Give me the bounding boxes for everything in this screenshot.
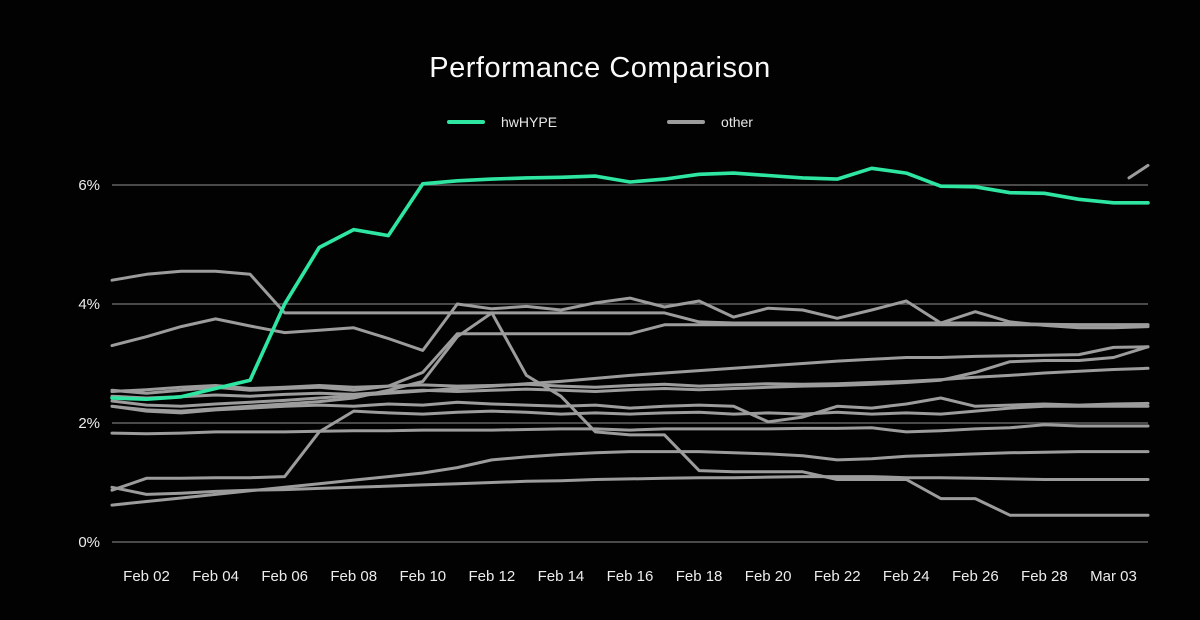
x-tick-label: Feb 22 bbox=[814, 568, 861, 585]
x-tick-label: Feb 10 bbox=[399, 568, 446, 585]
x-tick-label: Mar 03 bbox=[1090, 568, 1137, 585]
y-tick-label: 0% bbox=[78, 534, 100, 551]
x-tick-label: Feb 18 bbox=[676, 568, 723, 585]
chart-legend: hwHYPE other bbox=[0, 114, 1200, 130]
y-tick-label: 2% bbox=[78, 415, 100, 432]
legend-item-other[interactable]: other bbox=[667, 114, 753, 130]
series-line-other-late-stepper[interactable] bbox=[110, 345, 1150, 400]
x-tick-label: Feb 04 bbox=[192, 568, 239, 585]
x-tick-label: Feb 20 bbox=[745, 568, 792, 585]
legend-swatch-hwHYPE bbox=[447, 120, 486, 124]
x-tick-label: Feb 28 bbox=[1021, 568, 1068, 585]
x-tick-label: Feb 16 bbox=[607, 568, 654, 585]
series-line-other-slow-riser-15[interactable] bbox=[110, 450, 1150, 507]
x-tick-label: Feb 24 bbox=[883, 568, 930, 585]
legend-item-hwHYPE[interactable]: hwHYPE bbox=[447, 114, 557, 130]
series-line-hwHYPE[interactable] bbox=[110, 166, 1150, 402]
y-tick-label: 4% bbox=[78, 296, 100, 313]
series-line-other-early-jumper[interactable] bbox=[110, 404, 1150, 492]
x-tick-label: Feb 12 bbox=[469, 568, 516, 585]
legend-label: hwHYPE bbox=[501, 114, 558, 130]
series-line-other-collapser[interactable] bbox=[110, 269, 1150, 517]
series-line-other-wiggler-4pct[interactable] bbox=[110, 296, 1150, 352]
chart-title: Performance Comparison bbox=[429, 52, 771, 84]
series-line-other-riser-385[interactable] bbox=[110, 311, 1150, 413]
legend-label: other bbox=[721, 114, 753, 130]
x-tick-label: Feb 02 bbox=[123, 568, 170, 585]
x-tick-label: Feb 08 bbox=[330, 568, 377, 585]
series-line-other-wiggler-23[interactable] bbox=[110, 396, 1150, 424]
y-tick-label: 6% bbox=[78, 177, 100, 194]
series-line-other-step-350[interactable] bbox=[110, 323, 1150, 395]
x-tick-label: Feb 14 bbox=[538, 568, 585, 585]
x-tick-label: Feb 26 bbox=[952, 568, 999, 585]
series-line-other-flat-105[interactable] bbox=[110, 475, 1150, 496]
series-line-other-gentle-riser[interactable] bbox=[110, 366, 1150, 393]
legend-swatch-other bbox=[667, 120, 706, 124]
series-line-other-end-tick[interactable] bbox=[1127, 163, 1150, 180]
x-tick-label: Feb 06 bbox=[261, 568, 308, 585]
series-line-other-flat-19[interactable] bbox=[110, 423, 1150, 436]
series-line-other-diagonal[interactable] bbox=[110, 345, 1150, 408]
